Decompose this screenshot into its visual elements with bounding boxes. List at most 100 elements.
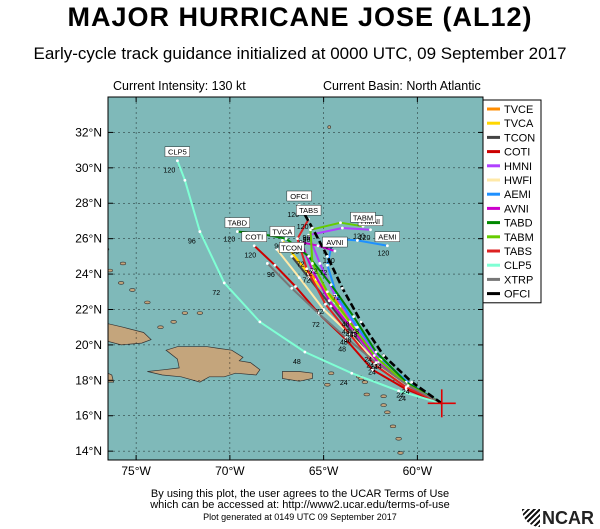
hour-label: 72: [316, 309, 324, 316]
hour-label: 24: [398, 396, 406, 403]
islet-23: [392, 464, 398, 467]
end-label-tabs: TABS: [299, 206, 318, 215]
track-point: [258, 320, 262, 324]
current-intensity: Current Intensity: 130 kt: [113, 79, 246, 93]
lon-tick-label: 65°W: [309, 464, 339, 478]
storm-position-marker: [427, 389, 456, 418]
legend-label-tabm: TABM: [504, 232, 534, 244]
hour-label: 72: [302, 278, 310, 285]
islet-3: [157, 325, 164, 329]
grid-lines: [108, 97, 483, 460]
islet-22: [397, 451, 404, 455]
islet-4: [170, 320, 177, 324]
legend-label-hwfi: HWFI: [504, 175, 532, 187]
track-point: [235, 230, 239, 233]
track-point: [297, 276, 301, 280]
hour-label: 120: [378, 251, 390, 258]
islet-16: [361, 380, 368, 384]
hour-label: 48: [342, 322, 350, 329]
end-label-avni: AVNI: [326, 238, 343, 247]
track-point: [316, 311, 320, 315]
islet-12: [327, 125, 332, 129]
track-point: [333, 249, 337, 253]
hour-label: 72: [304, 270, 312, 277]
hour-label: 96: [291, 249, 299, 256]
hour-label: 24: [340, 380, 348, 387]
hour-label: 72: [312, 322, 320, 329]
lat-tick-label: 26°N: [75, 232, 102, 246]
islet-1: [129, 288, 136, 292]
islet-18: [380, 394, 387, 398]
islet-6: [196, 311, 203, 315]
track-point: [355, 239, 359, 242]
track-point: [325, 290, 329, 294]
islet-17: [363, 392, 370, 397]
islet-13: [328, 371, 335, 375]
track-point: [372, 354, 376, 357]
track-point: [397, 389, 401, 393]
end-label-box: [279, 242, 305, 253]
end-label-aemi: AEMI: [378, 233, 396, 242]
end-label-clp5: CLP5: [168, 148, 187, 157]
lat-tick-label: 28°N: [75, 196, 102, 210]
end-label-tcon: TCON: [281, 243, 302, 252]
map-subtitle: Early-cycle track guidance initialized a…: [33, 44, 567, 63]
legend-label-aemi: AEMI: [504, 189, 531, 201]
lat-tick-label: 20°N: [75, 338, 102, 352]
islet-11: [73, 227, 79, 230]
lat-tick-label: 18°N: [75, 373, 102, 387]
track-point: [352, 329, 356, 333]
track-point: [340, 286, 344, 290]
lon-tick-label: 70°W: [215, 464, 245, 478]
legend-label-tabd: TABD: [504, 218, 533, 230]
end-label-box: [296, 204, 322, 216]
hour-label: 120: [297, 224, 309, 231]
track-point: [307, 254, 311, 258]
legend-label-tvca: TVCA: [504, 118, 534, 130]
track-point: [294, 285, 297, 288]
islet-8: [119, 261, 127, 266]
track-point: [265, 262, 269, 265]
hour-label: 48: [346, 332, 354, 339]
track-point: [352, 315, 356, 318]
model-legend: TVCE TVCA TCON COTI HMNI HWFI AEMI AVNI TABD TABM…: [482, 99, 542, 304]
end-label-box: [241, 231, 267, 242]
islet-10: [90, 227, 96, 230]
track-point: [316, 244, 320, 248]
end-label-box: [322, 236, 348, 248]
lat-tick-label: 22°N: [75, 302, 102, 316]
track-point: [273, 263, 277, 267]
hour-label: 120: [323, 258, 335, 265]
end-label-tabd: TABD: [228, 219, 248, 228]
hour-label: 96: [302, 235, 310, 242]
legend-label-coti: COTI: [504, 147, 530, 159]
ncar-logo-text: NCAR: [542, 508, 594, 528]
legend-label-tvce: TVCE: [504, 104, 533, 116]
track-point: [305, 267, 309, 271]
track-point: [307, 276, 311, 280]
track-point: [280, 239, 284, 242]
islet-7: [108, 268, 113, 273]
islet-0: [118, 281, 125, 285]
track-point: [303, 350, 307, 354]
track-ofci: [298, 204, 443, 405]
islet-19: [384, 410, 391, 414]
puerto-rico-land: [282, 371, 313, 382]
ncar-logo-icon: [522, 509, 540, 527]
track-point: [275, 247, 279, 251]
track-point: [310, 269, 314, 272]
end-label-box: [224, 217, 250, 228]
hour-label: 24: [364, 357, 372, 364]
track-point: [309, 228, 312, 232]
track-point: [372, 362, 376, 366]
track-point: [198, 230, 202, 233]
terms-link[interactable]: which can be accessed at: http://www2.uc…: [150, 499, 450, 511]
track-point: [284, 237, 288, 241]
islet-20: [389, 424, 397, 429]
track-point: [322, 308, 326, 311]
track-point: [290, 286, 294, 290]
end-label-box: [350, 212, 376, 223]
legend-label-ofci: OFCI: [504, 289, 530, 301]
legend-label-tcon: TCON: [504, 132, 535, 144]
